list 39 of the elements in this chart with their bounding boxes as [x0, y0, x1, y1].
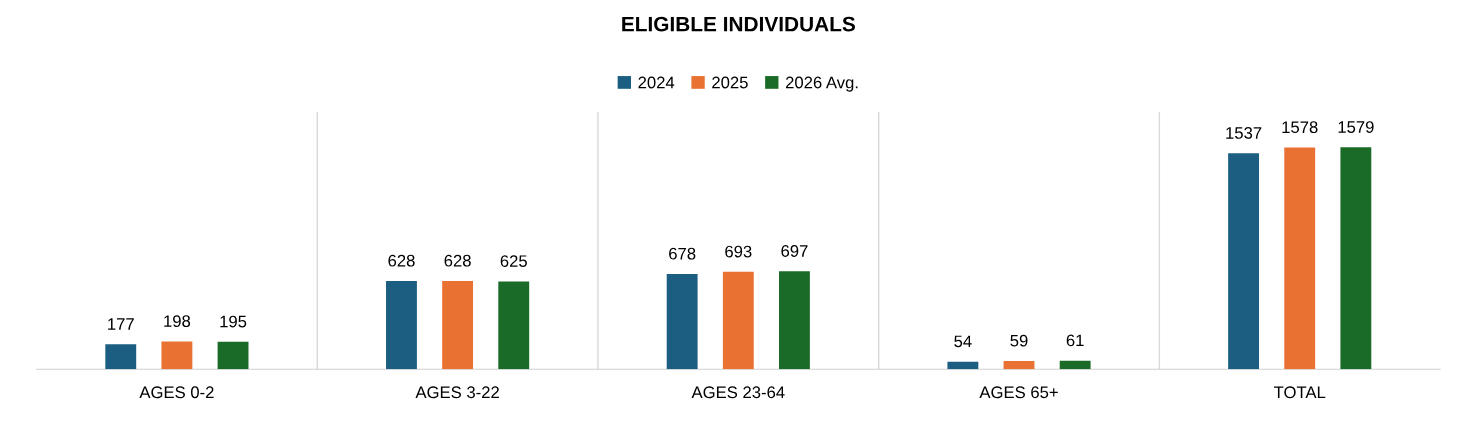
chart-title: ELIGIBLE INDIVIDUALS	[622, 16, 855, 32]
data-label: 1537	[1226, 127, 1262, 139]
data-label: 198	[164, 315, 191, 328]
data-label: 628	[444, 254, 471, 267]
bar	[386, 280, 417, 370]
bar	[1003, 360, 1035, 370]
bar	[1284, 147, 1316, 370]
data-label: 177	[108, 318, 134, 330]
legend-label: 2025	[712, 76, 748, 89]
bar	[105, 344, 137, 370]
data-label: 625	[500, 255, 527, 268]
data-label: 678	[669, 247, 696, 260]
x-tick-label: TOTAL	[1274, 386, 1326, 399]
bar	[722, 271, 754, 370]
x-tick-label: AGES 23-64	[691, 386, 785, 399]
bar	[779, 271, 810, 370]
bar	[161, 341, 193, 370]
bar	[442, 280, 474, 370]
bar	[1340, 147, 1372, 370]
bar	[1228, 153, 1260, 370]
bar	[217, 341, 249, 370]
x-tick-label: AGES 3-22	[415, 386, 499, 399]
bar	[1059, 360, 1091, 370]
data-label: 1579	[1338, 121, 1374, 133]
data-label: 697	[781, 245, 808, 257]
data-label: 628	[388, 254, 415, 267]
legend-label: 2024	[638, 76, 675, 89]
data-label: 59	[1010, 334, 1028, 347]
x-tick-label: AGES 0-2	[139, 386, 214, 399]
bar	[666, 273, 698, 370]
x-tick-label: AGES 65+	[979, 386, 1058, 399]
data-label: 1578	[1282, 121, 1318, 134]
data-label: 693	[725, 245, 752, 258]
bar	[947, 361, 979, 370]
legend-label: 2026 Avg.	[785, 76, 858, 92]
data-label: 195	[220, 315, 247, 328]
bar	[498, 281, 530, 370]
data-label: 54	[954, 335, 972, 348]
data-label: 61	[1066, 334, 1084, 347]
